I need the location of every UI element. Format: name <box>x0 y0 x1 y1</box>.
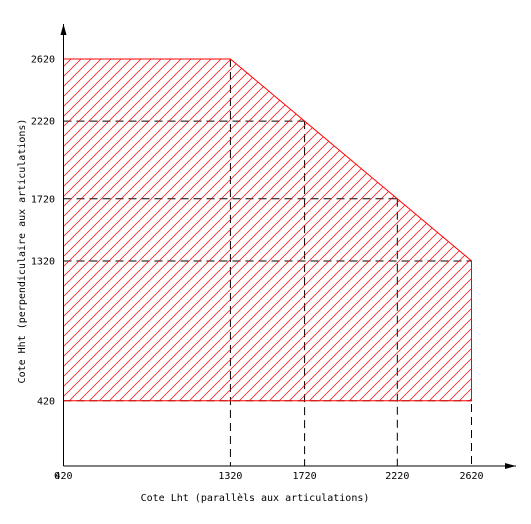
y-tick-label-2620: 2620 <box>31 55 55 66</box>
x-tick-label-1320: 1320 <box>218 471 242 482</box>
axes <box>60 24 516 469</box>
region-polygon <box>63 58 472 402</box>
y-tick-label-1720: 1720 <box>31 194 55 205</box>
x-tick-label-1720: 1720 <box>293 471 317 482</box>
origin-label: 0 <box>54 471 60 482</box>
admissible-region <box>63 58 472 402</box>
y-axis-title: Cote Hht (perpendiculaire aux articulati… <box>17 119 28 384</box>
x-tick-label-2220: 2220 <box>385 471 409 482</box>
x-tick-label-2620: 2620 <box>459 471 483 482</box>
y-tick-label-1320: 1320 <box>31 256 55 267</box>
y-tick-label-420: 420 <box>37 396 55 407</box>
y-tick-label-2220: 2220 <box>31 117 55 128</box>
tick-labels: 420 1320 1720 2220 2620 420 1320 1720 2220 2620 <box>31 55 484 483</box>
x-axis-title: Cote Lht (parallèls aux articulations) <box>141 492 370 504</box>
x-tick-label-420: 420 <box>54 471 72 482</box>
